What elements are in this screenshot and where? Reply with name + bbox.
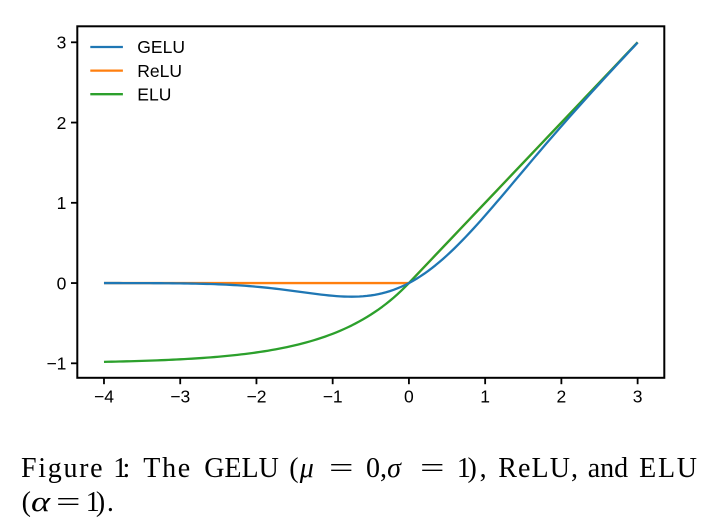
svg-text:−1: −1	[46, 354, 66, 374]
svg-text:2: 2	[557, 387, 567, 407]
svg-text:ReLU: ReLU	[137, 61, 182, 81]
svg-text:−3: −3	[170, 387, 190, 407]
svg-text:ELU: ELU	[137, 84, 171, 104]
svg-text:2: 2	[57, 113, 67, 133]
svg-text:−4: −4	[94, 387, 114, 407]
svg-text:1: 1	[57, 193, 67, 213]
svg-text:0: 0	[57, 273, 67, 293]
svg-text:3: 3	[57, 33, 67, 53]
svg-text:3: 3	[633, 387, 643, 407]
svg-text:−2: −2	[246, 387, 266, 407]
svg-text:0: 0	[404, 387, 414, 407]
svg-text:GELU: GELU	[137, 37, 185, 57]
svg-text:−1: −1	[323, 387, 343, 407]
svg-text:1: 1	[480, 387, 490, 407]
